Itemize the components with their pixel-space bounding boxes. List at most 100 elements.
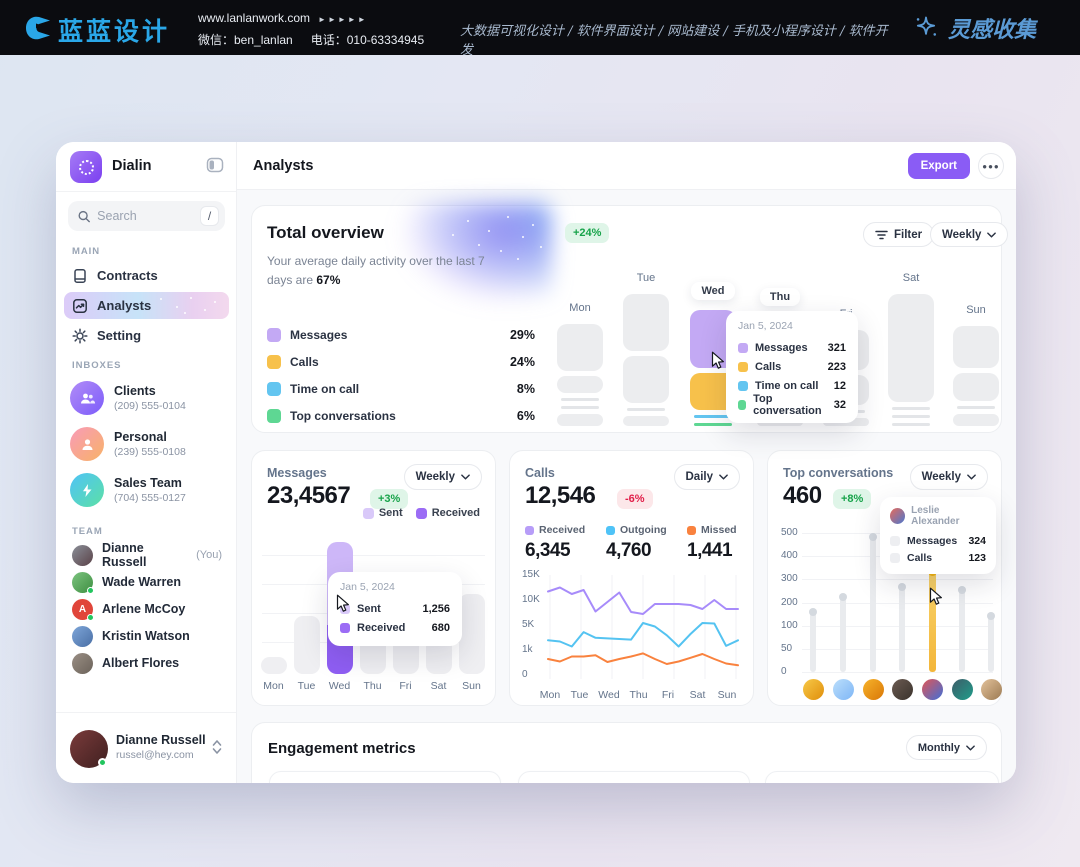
team-member-dianne[interactable]: Dianne Russell (You) (72, 541, 222, 569)
banner-wechat: 微信：ben_lanlan (198, 33, 293, 47)
card-title: Total overview (267, 223, 384, 242)
conversation-dot (898, 583, 906, 591)
inbox-sales-team[interactable]: Sales Team (704) 555-0127 (70, 470, 225, 510)
account-switcher-chevrons-icon[interactable] (212, 739, 222, 755)
banner-phone: 电话：010-63334945 (310, 33, 425, 47)
avatar (72, 571, 94, 594)
legend-chip (267, 355, 281, 369)
overview-column-sun[interactable]: Sun (953, 304, 999, 426)
person-avatar-0[interactable] (803, 679, 824, 700)
conversations-value: 460 (783, 482, 822, 509)
messages-card: Messages 23,4567 +3% Weekly Sent Receive… (251, 450, 496, 706)
stat-received: Received 6,345 (525, 524, 586, 561)
activity-block (953, 326, 999, 368)
conversation-dot (839, 593, 847, 601)
sidebar-item-analysts[interactable]: Analysts (64, 292, 229, 319)
growth-badge: +24% (565, 223, 610, 243)
brand-name: 蓝蓝设计 (58, 18, 171, 46)
team-member-albert[interactable]: Albert Flores (72, 652, 222, 674)
clients-people-icon (70, 381, 104, 415)
inbox-personal[interactable]: Personal (239) 555-0108 (70, 424, 225, 464)
sidebar-item-setting[interactable]: Setting (64, 322, 229, 349)
lightning-icon (70, 473, 104, 507)
day-label: Wed (598, 689, 620, 701)
user-profile-footer[interactable]: Dianne Russell russel@hey.com (56, 712, 236, 783)
activity-block (623, 356, 669, 403)
day-label: Thu (363, 680, 382, 692)
filter-button[interactable]: Filter (863, 222, 935, 247)
activity-percent: 67% (316, 272, 341, 287)
activity-block (953, 414, 999, 426)
collect-label: 灵感收集 (948, 17, 1037, 43)
tooltip-person-name: Leslie Alexander (911, 505, 960, 527)
day-label: Sat (689, 689, 706, 701)
messages-legend: Sent Received (362, 507, 480, 519)
conversation-bar-2[interactable] (870, 537, 876, 672)
day-label: Tue (297, 680, 316, 692)
person-avatar-1[interactable] (833, 679, 854, 700)
search-input[interactable] (97, 209, 194, 223)
activity-block (557, 376, 603, 393)
dialin-logo (70, 151, 102, 183)
person-avatar-2[interactable] (863, 679, 884, 700)
growth-badge: +3% (370, 489, 409, 509)
overview-column-mon[interactable]: Mon (557, 302, 603, 426)
person-avatar-6[interactable] (981, 679, 1002, 700)
day-label: Sun (966, 304, 986, 316)
search-box[interactable]: / (68, 201, 225, 231)
legend-time-on-call: Time on call 8% (267, 381, 535, 397)
overview-column-sat[interactable]: Sat (888, 272, 934, 426)
sidebar-item-contracts[interactable]: Contracts (64, 262, 229, 289)
inbox-name: Personal (114, 430, 167, 444)
conversation-bar-6[interactable] (988, 616, 994, 672)
analysts-icon (73, 298, 87, 313)
engagement-period-dropdown[interactable]: Monthly (905, 735, 987, 760)
stat-missed: Missed 1,441 (687, 524, 737, 561)
calls-period-dropdown[interactable]: Daily (673, 464, 740, 490)
banner-url[interactable]: www.lanlanwork.com (198, 11, 311, 25)
day-label: Sun (462, 680, 481, 692)
top-conversations-card: Top conversations 460 +8% Weekly Leslie … (767, 450, 1002, 706)
section-label-team: TEAM (72, 526, 103, 537)
activity-block (953, 373, 999, 401)
online-status-dot (87, 586, 94, 594)
app-window: Dialin / MAIN Contracts Analysts Setting… (56, 142, 1016, 783)
bar-mon[interactable] (261, 657, 287, 674)
conversation-bar-1[interactable] (840, 597, 846, 672)
conversation-bar-3[interactable] (899, 587, 905, 672)
export-button[interactable]: Export (907, 153, 970, 179)
y-axis-tick: 100 (781, 619, 798, 631)
legend-chip (267, 409, 281, 423)
sidebar-collapse-icon[interactable] (206, 157, 224, 173)
conversation-bar-4-active[interactable] (929, 571, 936, 672)
activity-block (892, 423, 930, 426)
person-avatar-4[interactable] (922, 679, 943, 700)
overview-period-dropdown[interactable]: Weekly (930, 222, 1009, 247)
conversation-bar-5[interactable] (959, 590, 965, 672)
app-name: Dialin (112, 158, 152, 174)
activity-block (957, 406, 995, 409)
legend-chip (267, 328, 281, 342)
conversations-period-dropdown[interactable]: Weekly (909, 464, 988, 490)
team-member-arlene[interactable]: A Arlene McCoy (72, 598, 222, 621)
person-avatar-5[interactable] (952, 679, 973, 700)
team-member-name: Kristin Watson (102, 629, 190, 643)
activity-block (892, 415, 930, 418)
section-label-main: MAIN (72, 246, 101, 257)
inbox-clients[interactable]: Clients (209) 555-0104 (70, 378, 225, 418)
team-member-kristin[interactable]: Kristin Watson (72, 625, 222, 647)
messages-period-dropdown[interactable]: Weekly (403, 464, 482, 490)
more-menu-button[interactable]: ●●● (978, 153, 1004, 179)
bar-sun[interactable] (459, 594, 485, 674)
conversation-bar-0[interactable] (810, 612, 816, 672)
filter-icon (875, 230, 888, 239)
card-title: Messages (267, 466, 327, 480)
team-member-wade[interactable]: Wade Warren (72, 571, 222, 594)
user-name: Dianne Russell (116, 733, 206, 747)
person-avatar-3[interactable] (892, 679, 913, 700)
overview-column-tue[interactable]: Tue (623, 272, 669, 426)
inbox-phone: (209) 555-0104 (114, 400, 186, 412)
day-label: Tue (636, 272, 656, 284)
bar-tue[interactable] (294, 616, 320, 674)
